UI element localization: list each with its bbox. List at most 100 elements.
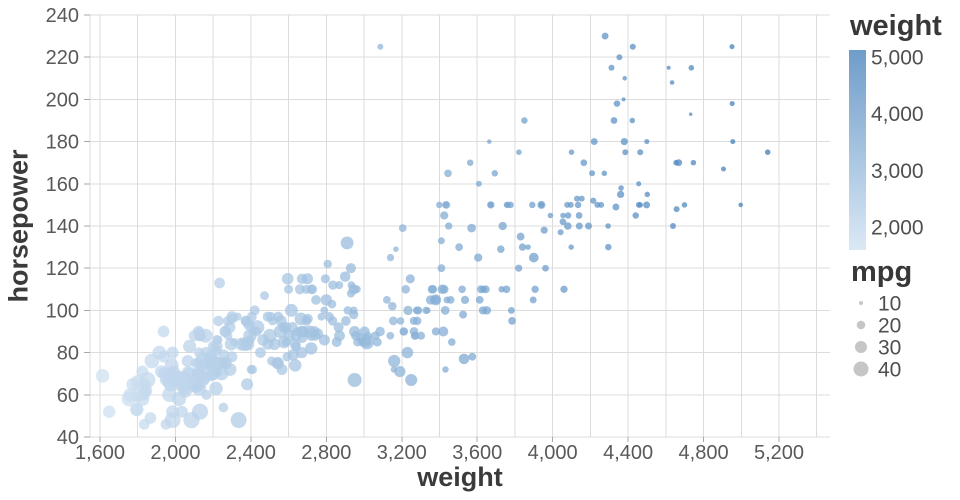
data-point: [540, 226, 548, 234]
data-point: [157, 325, 170, 338]
data-point: [207, 356, 222, 371]
data-point: [440, 211, 449, 220]
data-point: [507, 201, 514, 209]
data-point: [542, 264, 549, 272]
data-point: [458, 353, 470, 365]
data-point: [669, 80, 675, 85]
data-point: [666, 65, 671, 70]
y-tick-label: 140: [46, 216, 79, 238]
data-point: [621, 97, 626, 102]
data-point: [673, 206, 680, 213]
data-point: [547, 212, 554, 219]
data-point: [388, 354, 401, 368]
data-point: [613, 100, 621, 107]
data-point: [578, 195, 585, 202]
data-point: [764, 149, 771, 155]
data-point: [246, 365, 256, 374]
data-point: [394, 366, 406, 378]
data-point: [341, 316, 351, 326]
data-point: [164, 358, 179, 373]
data-point: [590, 197, 597, 204]
gridlines: [89, 14, 830, 438]
data-point: [288, 359, 302, 372]
data-point: [502, 285, 511, 294]
data-point: [507, 306, 515, 314]
data-point: [455, 243, 463, 251]
data-point: [477, 285, 485, 294]
data-point: [181, 354, 194, 368]
data-point: [458, 285, 466, 294]
data-point: [123, 387, 138, 402]
data-point: [144, 412, 157, 424]
data-point: [437, 237, 445, 245]
data-point: [320, 306, 329, 315]
y-tick-label: 40: [57, 427, 79, 449]
data-point: [224, 337, 238, 351]
data-point: [474, 253, 483, 262]
data-point: [637, 149, 644, 156]
data-point: [359, 334, 375, 350]
data-point: [308, 325, 320, 338]
x-tick-label: 1,600: [75, 442, 125, 464]
size-legend-swatch: [854, 340, 868, 354]
data-point: [585, 222, 592, 230]
color-legend: 5,000 4,000 3,000 2,000: [849, 46, 924, 250]
data-point: [729, 44, 735, 50]
data-point: [339, 271, 351, 282]
data-point: [386, 253, 395, 262]
data-point: [515, 264, 523, 272]
y-tick-label: 120: [46, 258, 79, 280]
data-point: [388, 301, 397, 311]
data-point: [268, 338, 281, 351]
data-point: [616, 54, 623, 61]
data-point: [446, 296, 455, 304]
data-point: [318, 334, 330, 346]
x-axis-title: weight: [417, 462, 503, 492]
data-point: [580, 159, 588, 167]
color-legend-tick-label: 5,000: [871, 46, 924, 69]
data-point: [383, 296, 391, 304]
color-legend-tick-label: 2,000: [871, 217, 924, 240]
data-point: [610, 117, 618, 124]
data-point: [681, 202, 688, 208]
data-point: [340, 236, 354, 250]
y-tick-label: 100: [46, 300, 79, 322]
data-point: [557, 229, 564, 236]
data-point: [575, 212, 583, 219]
data-point: [284, 284, 294, 294]
color-legend-tick-label: 4,000: [871, 103, 924, 126]
data-point: [409, 316, 418, 325]
data-point: [498, 221, 507, 231]
data-point: [296, 346, 308, 359]
y-tick-label: 220: [46, 47, 79, 69]
data-point: [281, 272, 294, 285]
data-point: [103, 405, 116, 418]
data-point: [284, 303, 298, 317]
data-point: [348, 284, 359, 295]
data-point: [629, 43, 636, 50]
data-point: [442, 201, 450, 209]
size-legend-swatch: [856, 320, 866, 330]
data-point: [622, 76, 627, 81]
data-point: [531, 285, 539, 293]
data-point: [608, 64, 615, 71]
data-point: [460, 295, 470, 305]
data-point: [459, 310, 468, 319]
size-legend-swatch: [853, 361, 869, 377]
data-point: [215, 367, 229, 381]
data-point: [508, 317, 516, 325]
data-point: [377, 43, 384, 50]
data-point: [249, 305, 260, 316]
data-point: [516, 232, 525, 241]
data-point: [349, 309, 359, 320]
data-point: [289, 338, 301, 350]
data-point: [516, 149, 522, 155]
data-point: [431, 327, 440, 336]
data-point: [612, 203, 620, 211]
data-point: [214, 277, 225, 289]
data-point: [618, 185, 624, 191]
data-point: [568, 244, 574, 250]
size-legend-title: mpg: [851, 256, 913, 288]
data-point: [209, 381, 223, 396]
